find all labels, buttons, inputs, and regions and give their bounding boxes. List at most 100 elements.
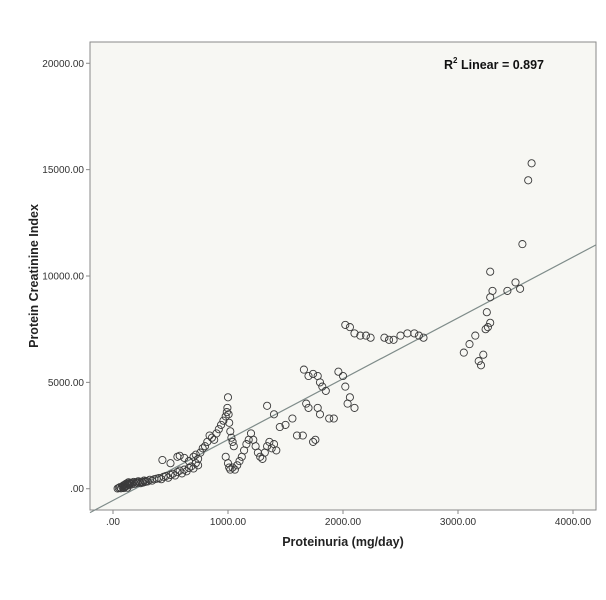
data-point (180, 465, 189, 474)
data-point (329, 414, 338, 423)
data-point (361, 331, 371, 340)
data-point (389, 335, 398, 344)
data-point (482, 308, 491, 317)
data-point (224, 410, 233, 419)
data-point (334, 367, 343, 376)
data-point (228, 437, 237, 446)
data-point (503, 286, 512, 295)
x-tick-label: .00 (106, 517, 120, 528)
data-point (228, 463, 237, 472)
data-point (263, 401, 272, 410)
data-point (230, 465, 239, 474)
data-point (350, 329, 359, 338)
data-point (196, 448, 205, 457)
data-point (304, 371, 313, 381)
data-point (380, 333, 389, 342)
fit-line (89, 244, 597, 514)
data-point (311, 435, 320, 444)
data-point (384, 335, 394, 344)
data-point (524, 176, 533, 185)
data-point (217, 420, 226, 429)
data-point (288, 414, 297, 423)
data-point (315, 378, 325, 387)
data-point (309, 437, 318, 446)
y-tick-label: .00 (70, 484, 84, 495)
data-point (275, 422, 284, 432)
data-point (356, 331, 365, 340)
x-tick-label: 1000.00 (210, 517, 247, 528)
data-point (227, 433, 236, 442)
data-point (267, 444, 276, 453)
data-point (302, 399, 311, 408)
data-point (226, 465, 235, 474)
data-point (191, 450, 200, 459)
data-point (269, 410, 279, 419)
x-tick-label: 3000.00 (440, 517, 477, 528)
data-point (298, 431, 307, 440)
data-point (366, 333, 375, 342)
data-point (341, 320, 350, 329)
data-point (148, 476, 157, 485)
data-point (198, 444, 207, 453)
data-point (486, 267, 495, 276)
data-point (175, 451, 184, 460)
data-point (184, 457, 193, 466)
data-point (304, 403, 313, 412)
data-point (229, 442, 238, 451)
data-point (214, 425, 223, 434)
plot-area (89, 41, 597, 511)
r-squared-prefix: R (444, 58, 453, 72)
data-point (410, 329, 419, 338)
data-point (226, 427, 235, 436)
data-point (168, 469, 177, 478)
data-point (516, 284, 525, 293)
data-point (483, 323, 492, 332)
data-point (419, 333, 428, 342)
x-axis-title: Proteinuria (mg/day) (282, 535, 404, 549)
data-point (518, 240, 527, 249)
data-point (481, 325, 490, 334)
data-point (471, 331, 480, 340)
y-tick-label: 10000.00 (42, 272, 84, 283)
data-point (315, 410, 325, 419)
data-point (474, 357, 483, 366)
r-squared-superscript: 2 (453, 56, 458, 65)
data-point (233, 461, 242, 470)
data-point (479, 350, 488, 359)
data-point (309, 369, 318, 378)
data-point (511, 278, 520, 287)
data-point (200, 442, 210, 451)
data-point (350, 403, 359, 412)
y-axis-title: Protein Creatinine Index (27, 204, 41, 348)
data-point (321, 386, 330, 395)
x-tick-label: 2000.00 (325, 517, 362, 528)
data-point (189, 452, 198, 461)
data-point (476, 361, 486, 370)
data-point (338, 371, 348, 381)
data-point (341, 382, 350, 391)
data-point (166, 459, 175, 468)
data-point (414, 331, 423, 340)
data-point (242, 440, 251, 449)
data-point (325, 414, 334, 423)
data-point (207, 433, 216, 442)
data-point (223, 403, 232, 412)
y-tick-label: 20000.00 (42, 59, 84, 70)
data-point (219, 416, 228, 425)
data-point (256, 452, 265, 461)
data-point (299, 365, 308, 374)
data-point (488, 286, 497, 295)
data-point (212, 429, 221, 438)
data-point (158, 455, 167, 465)
data-point (486, 318, 495, 327)
y-tick-label: 5000.00 (48, 378, 85, 389)
data-point (345, 393, 354, 402)
data-point (465, 340, 474, 349)
data-point (235, 457, 244, 466)
y-tick-label: 15000.00 (42, 165, 84, 176)
data-point (345, 323, 354, 332)
data-point (221, 412, 230, 421)
r-squared-value: Linear = 0.897 (457, 58, 544, 72)
data-point (225, 418, 234, 427)
